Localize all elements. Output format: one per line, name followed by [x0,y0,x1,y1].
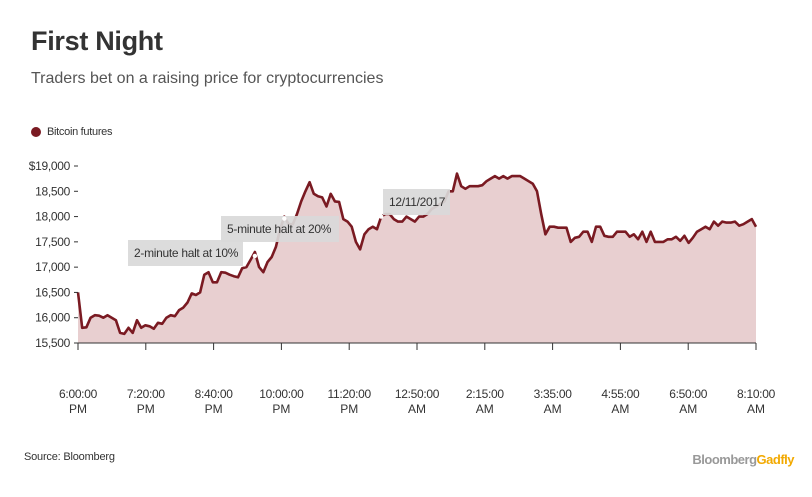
x-tick-label-period: PM [137,402,155,416]
annotation-box [221,216,339,242]
logo-gadfly: Gadfly [756,452,795,467]
brand-logo: BloombergGadfly [692,452,794,467]
logo-bloomberg: Bloomberg [692,452,757,467]
annotation-marker [252,253,258,259]
x-tick-label-time: 8:40:00 [195,387,234,401]
annotation-box [383,189,450,215]
x-tick-label-period: PM [340,402,358,416]
x-tick-label-time: 10:00:00 [259,387,304,401]
y-tick-label: 15,500 [35,336,71,350]
x-tick-label-time: 3:35:00 [534,387,573,401]
x-tick-label-time: 11:20:00 [327,387,371,401]
y-tick-label: 16,500 [35,285,71,299]
legend-label: Bitcoin futures [47,126,113,138]
annotation-marker [379,214,384,219]
x-tick-label-period: AM [611,402,629,416]
annotation: 2-minute halt at 10% [128,240,258,266]
x-tick-label-period: AM [747,402,765,416]
source-note: Source: Bloomberg [24,451,115,463]
annotation-label: 12/11/2017 [389,195,446,209]
annotation-label: 2-minute halt at 10% [134,246,239,260]
x-tick-label-period: AM [544,402,562,416]
x-tick-label-period: AM [476,402,494,416]
y-tick-label: 16,000 [35,311,71,325]
chart-title: First Night [31,26,163,56]
x-tick-label-time: 8:10:00 [737,387,776,401]
legend: Bitcoin futures [31,126,113,138]
annotation-label: 5-minute halt at 20% [227,222,332,236]
x-tick-label-period: PM [205,402,223,416]
y-tick-label: 18,500 [35,184,71,198]
x-tick-label-period: AM [679,402,697,416]
x-tick-label-period: PM [272,402,290,416]
x-tick-label-time: 12:50:00 [395,387,440,401]
x-tick-label-time: 4:55:00 [601,387,640,401]
y-tick-label: 17,000 [35,260,71,274]
series-line-bitcoin-futures [76,172,758,336]
x-tick-label-time: 6:50:00 [669,387,708,401]
annotation: 12/11/2017 [379,189,450,219]
x-tick-label-period: AM [408,402,426,416]
x-tick-label-period: PM [69,402,87,416]
annotation: 5-minute halt at 20% [221,216,339,242]
y-tick-label: 17,500 [35,235,71,249]
x-tick-label-time: 2:15:00 [466,387,505,401]
annotation-box [128,240,243,266]
chart-subtitle: Traders bet on a raising price for crypt… [31,70,384,87]
y-tick-label: 18,000 [35,210,71,224]
x-tick-label-time: 7:20:00 [127,387,166,401]
y-tick-label: $19,000 [29,159,71,173]
legend-marker [31,127,41,137]
series-area-fill [78,173,756,343]
annotation-marker [282,216,287,221]
x-tick-label-time: 6:00:00 [59,387,98,401]
